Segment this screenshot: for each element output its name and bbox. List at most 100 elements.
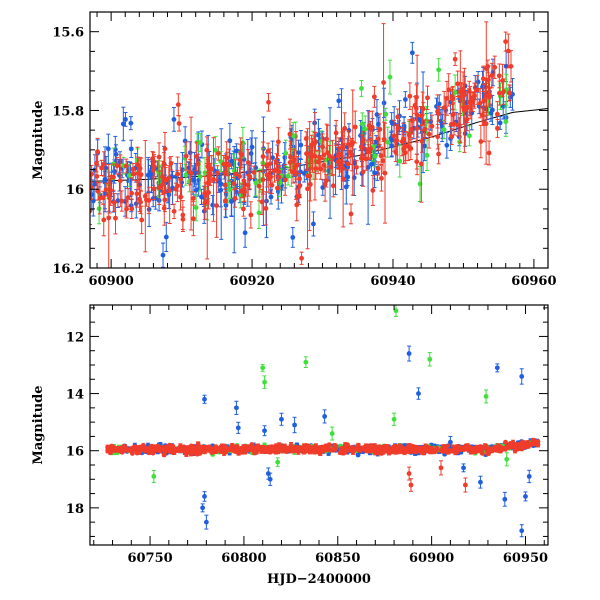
blue-data-point (234, 400, 239, 415)
red-data-point (232, 188, 238, 208)
blue-data-point (242, 217, 248, 248)
plot-area (105, 305, 541, 538)
green-data-point (504, 452, 510, 467)
red-data-point (407, 82, 413, 110)
red-data-point (215, 146, 221, 161)
green-data-point (424, 139, 430, 172)
red-data-point (450, 102, 456, 127)
red-data-point (381, 121, 387, 157)
blue-data-point (402, 91, 408, 108)
red-data-point (171, 448, 177, 455)
green-data-point (359, 80, 364, 97)
red-data-point (263, 445, 269, 451)
red-data-point (441, 90, 447, 125)
blue-data-point (336, 93, 342, 108)
red-data-point (241, 201, 246, 217)
y-tick-label: 14 (66, 388, 84, 403)
red-data-point (163, 167, 168, 193)
red-data-point (333, 119, 339, 146)
red-data-point (370, 174, 376, 206)
top-panel: 60900 60920 60940 60960 15.6 15.8 16 16.2 Magnit… (31, 11, 557, 289)
red-data-point (395, 445, 400, 452)
x-tick-label: 60950 (503, 551, 548, 566)
blue-data-point (179, 167, 185, 198)
red-data-point (443, 448, 449, 454)
red-data-point (132, 445, 138, 451)
red-data-point (251, 446, 257, 452)
blue-data-point (409, 41, 415, 64)
blue-data-point (262, 425, 267, 437)
blue-data-point (202, 491, 207, 502)
red-data-point (374, 449, 380, 456)
red-data-point (311, 449, 317, 455)
x-tick-label: 60960 (511, 274, 556, 289)
red-data-point (190, 444, 196, 451)
red-data-point (143, 193, 149, 207)
red-data-point (290, 160, 296, 184)
red-data-point (137, 156, 143, 180)
red-data-point (452, 52, 458, 66)
red-data-point (366, 144, 371, 160)
blue-data-point (322, 409, 328, 424)
y-tick-label: 15.6 (52, 26, 84, 41)
green-data-point (197, 133, 203, 153)
plot-area (90, 21, 548, 268)
green-data-point (391, 412, 397, 426)
red-data-point (417, 446, 422, 452)
red-data-point (283, 446, 289, 453)
green-data-point (212, 136, 218, 165)
red-data-point (375, 161, 381, 176)
red-data-point (444, 80, 450, 116)
red-data-point (495, 118, 500, 138)
green-data-point (260, 363, 266, 372)
x-tick-label: 60750 (127, 551, 172, 566)
red-data-point (480, 65, 486, 93)
red-data-point (276, 446, 282, 453)
red-data-point (501, 446, 506, 451)
red-data-point (117, 154, 123, 208)
red-data-point (474, 448, 480, 454)
red-data-point (403, 446, 409, 452)
green-data-point (397, 144, 403, 178)
red-data-point (101, 203, 107, 237)
axes-frame (89, 11, 549, 269)
red-data-point (275, 127, 281, 157)
red-data-point (297, 173, 303, 199)
red-data-point (505, 33, 511, 69)
red-data-point (321, 139, 327, 171)
blue-data-point (163, 222, 169, 252)
red-data-point (299, 251, 305, 265)
green-data-point (372, 144, 378, 168)
y-tick-label: 16 (66, 445, 84, 460)
green-data-point (503, 106, 509, 137)
green-data-point (202, 156, 208, 189)
red-data-point (175, 447, 181, 453)
red-data-point (99, 159, 104, 176)
red-data-point (513, 442, 519, 448)
red-data-point (185, 447, 191, 452)
red-data-point (351, 446, 357, 452)
red-data-point (312, 444, 318, 450)
blue-data-point (227, 122, 233, 159)
green-data-point (383, 107, 389, 121)
red-data-point (503, 31, 509, 52)
red-data-point (205, 446, 211, 453)
green-data-point (483, 389, 489, 404)
blue-data-point (249, 130, 255, 164)
blue-data-point (128, 116, 134, 131)
red-data-point (464, 107, 470, 132)
red-data-point (288, 140, 293, 174)
y-tick-label: 16.2 (52, 262, 84, 277)
red-data-point (224, 447, 230, 453)
red-data-point (500, 63, 505, 98)
red-data-point (111, 192, 117, 212)
red-data-point (124, 199, 129, 219)
red-data-point (150, 152, 156, 189)
blue-data-point (229, 153, 235, 170)
red-data-point (315, 149, 321, 175)
blue-data-point (267, 472, 273, 486)
red-data-point (485, 59, 491, 74)
red-data-point (535, 441, 541, 448)
red-data-point (520, 439, 525, 445)
blue-data-point (298, 130, 304, 160)
